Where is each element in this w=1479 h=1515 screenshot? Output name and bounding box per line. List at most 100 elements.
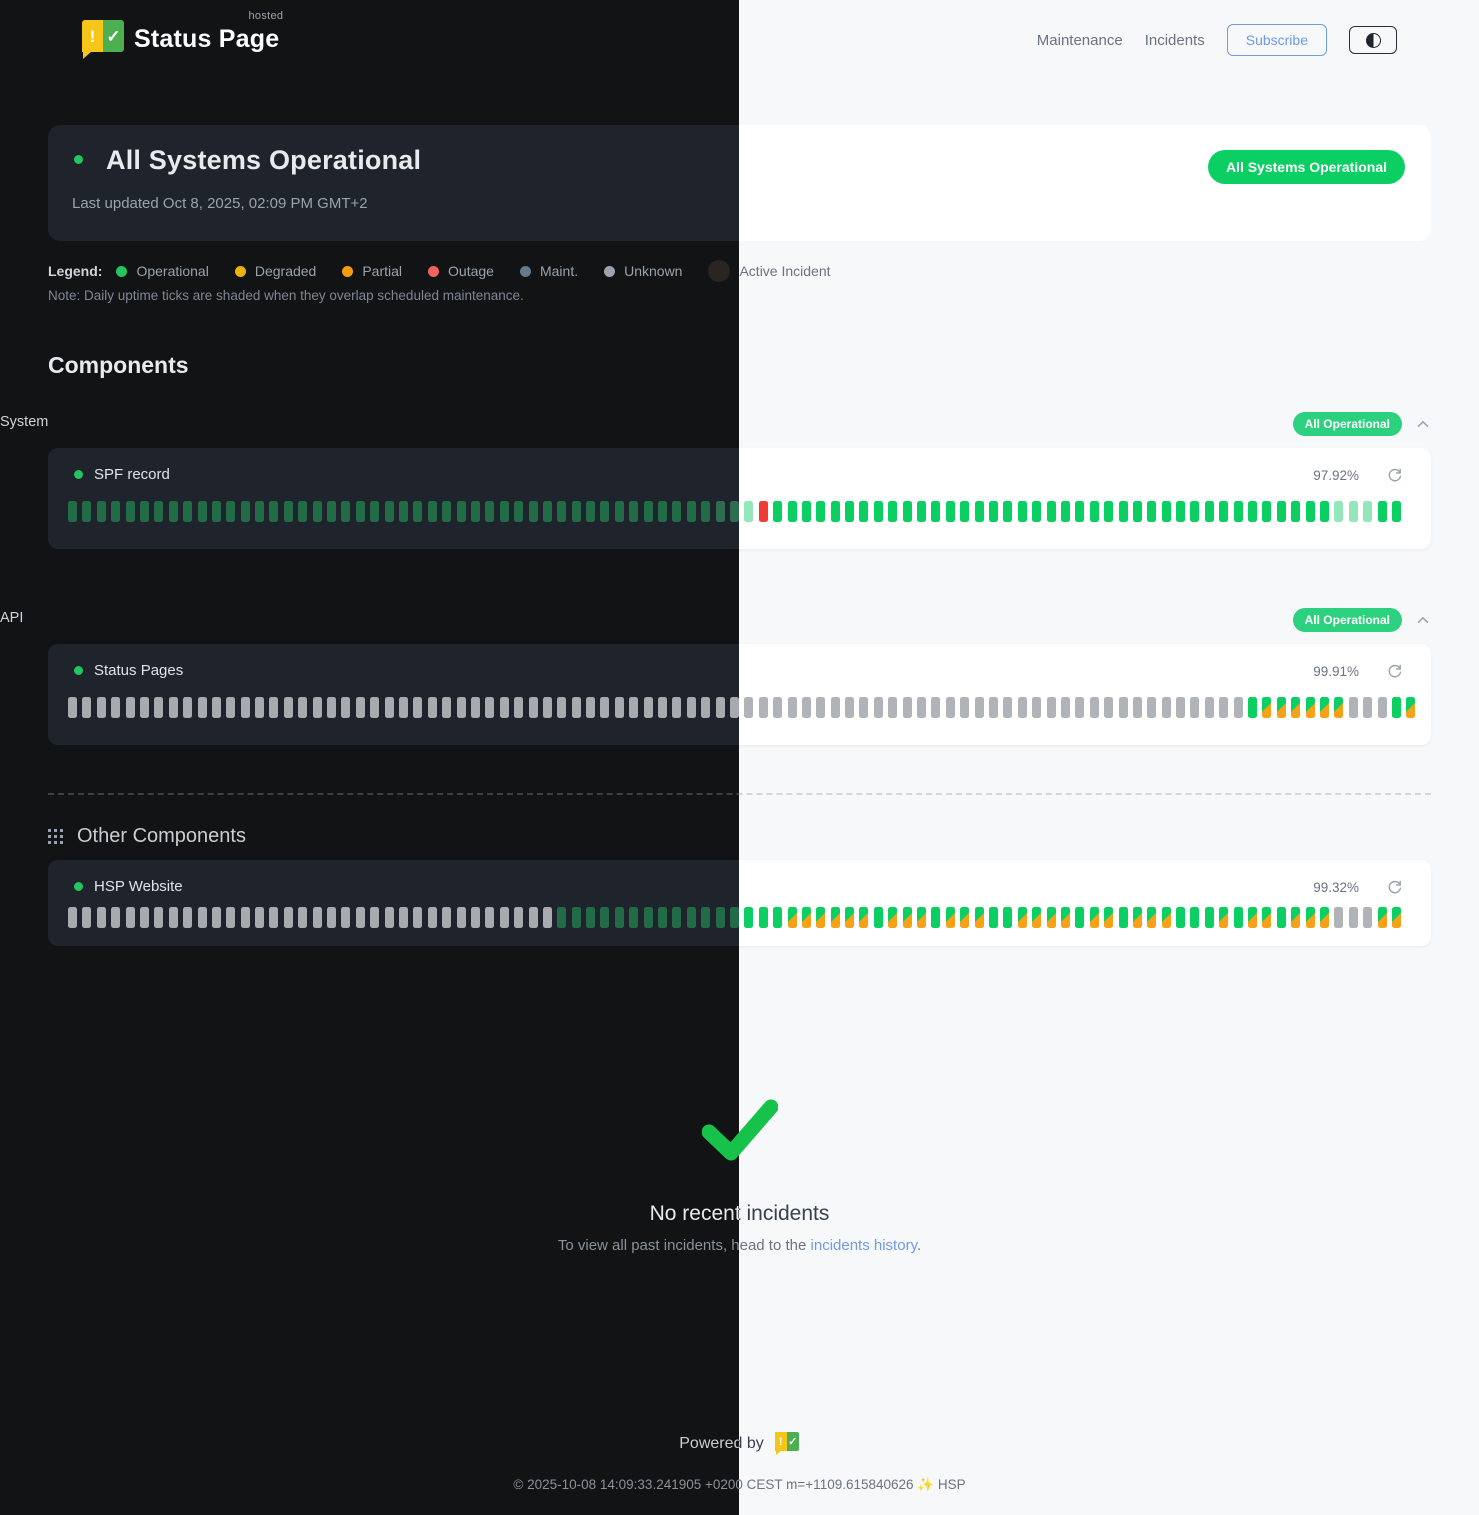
uptime-tick[interactable] [1017, 501, 1027, 522]
uptime-tick[interactable] [96, 907, 106, 928]
uptime-tick[interactable] [1334, 501, 1344, 522]
uptime-tick[interactable] [154, 501, 164, 522]
uptime-tick[interactable] [1132, 907, 1142, 928]
uptime-tick[interactable] [226, 501, 236, 522]
uptime-tick[interactable] [571, 501, 581, 522]
uptime-tick[interactable] [269, 907, 279, 928]
uptime-tick[interactable] [1233, 501, 1243, 522]
uptime-tick[interactable] [1176, 907, 1186, 928]
uptime-tick[interactable] [729, 697, 739, 718]
uptime-tick[interactable] [1276, 501, 1286, 522]
uptime-tick[interactable] [384, 501, 394, 522]
uptime-tick[interactable] [902, 501, 912, 522]
uptime-tick[interactable] [586, 501, 596, 522]
uptime-tick[interactable] [643, 697, 653, 718]
uptime-tick[interactable] [888, 697, 898, 718]
uptime-tick[interactable] [1291, 907, 1301, 928]
uptime-tick[interactable] [1190, 907, 1200, 928]
uptime-tick[interactable] [514, 501, 524, 522]
uptime-tick[interactable] [168, 907, 178, 928]
uptime-tick[interactable] [442, 501, 452, 522]
uptime-tick[interactable] [327, 697, 337, 718]
uptime-tick[interactable] [1118, 907, 1128, 928]
uptime-tick[interactable] [1348, 697, 1358, 718]
uptime-tick[interactable] [111, 907, 121, 928]
uptime-tick[interactable] [701, 697, 711, 718]
uptime-tick[interactable] [658, 907, 668, 928]
uptime-tick[interactable] [1334, 907, 1344, 928]
uptime-tick[interactable] [945, 697, 955, 718]
uptime-tick[interactable] [283, 907, 293, 928]
uptime-tick[interactable] [859, 501, 869, 522]
uptime-tick[interactable] [1104, 697, 1114, 718]
uptime-tick[interactable] [1132, 501, 1142, 522]
uptime-tick[interactable] [355, 907, 365, 928]
uptime-tick[interactable] [139, 697, 149, 718]
uptime-tick[interactable] [1003, 697, 1013, 718]
uptime-tick[interactable] [658, 501, 668, 522]
uptime-tick[interactable] [1291, 501, 1301, 522]
uptime-tick[interactable] [1147, 697, 1157, 718]
uptime-tick[interactable] [773, 697, 783, 718]
uptime-tick[interactable] [672, 907, 682, 928]
uptime-tick[interactable] [528, 697, 538, 718]
uptime-tick[interactable] [902, 907, 912, 928]
uptime-tick[interactable] [1233, 697, 1243, 718]
uptime-tick[interactable] [111, 697, 121, 718]
uptime-tick[interactable] [1219, 907, 1229, 928]
group-pill-api[interactable]: All Operational [1292, 608, 1402, 632]
uptime-tick[interactable] [614, 501, 624, 522]
uptime-tick[interactable] [1391, 697, 1401, 718]
uptime-tick[interactable] [1406, 697, 1416, 718]
uptime-tick[interactable] [197, 501, 207, 522]
uptime-tick[interactable] [845, 697, 855, 718]
uptime-tick[interactable] [672, 501, 682, 522]
uptime-tick[interactable] [485, 501, 495, 522]
uptime-tick[interactable] [586, 697, 596, 718]
uptime-tick[interactable] [816, 907, 826, 928]
uptime-tick[interactable] [384, 907, 394, 928]
uptime-tick[interactable] [917, 907, 927, 928]
uptime-tick[interactable] [658, 697, 668, 718]
uptime-tick[interactable] [1377, 501, 1387, 522]
uptime-tick[interactable] [758, 501, 768, 522]
chevron-up-icon-api[interactable] [1415, 612, 1431, 628]
refresh-icon-hsp-website[interactable] [1386, 878, 1403, 895]
uptime-tick[interactable] [787, 501, 797, 522]
uptime-tick[interactable] [1334, 697, 1344, 718]
uptime-tick[interactable] [744, 697, 754, 718]
uptime-tick[interactable] [1248, 501, 1258, 522]
uptime-tick[interactable] [1032, 501, 1042, 522]
uptime-tick[interactable] [1305, 501, 1315, 522]
uptime-tick[interactable] [758, 907, 768, 928]
uptime-tick[interactable] [1248, 697, 1258, 718]
uptime-tick[interactable] [298, 907, 308, 928]
uptime-tick[interactable] [931, 697, 941, 718]
uptime-tick[interactable] [557, 697, 567, 718]
uptime-tick[interactable] [1147, 907, 1157, 928]
uptime-tick[interactable] [456, 907, 466, 928]
uptime-tick[interactable] [672, 697, 682, 718]
uptime-tick[interactable] [1176, 501, 1186, 522]
uptime-tick[interactable] [1204, 907, 1214, 928]
uptime-tick[interactable] [183, 501, 193, 522]
uptime-tick[interactable] [1075, 697, 1085, 718]
uptime-tick[interactable] [485, 907, 495, 928]
uptime-tick[interactable] [370, 501, 380, 522]
uptime-tick[interactable] [744, 907, 754, 928]
uptime-tick[interactable] [1276, 697, 1286, 718]
uptime-tick[interactable] [298, 501, 308, 522]
uptime-tick[interactable] [989, 697, 998, 718]
uptime-tick[interactable] [442, 697, 452, 718]
uptime-tick[interactable] [787, 697, 797, 718]
uptime-tick[interactable] [1391, 501, 1401, 522]
uptime-tick[interactable] [873, 501, 883, 522]
uptime-tick[interactable] [1319, 697, 1329, 718]
uptime-tick[interactable] [1075, 501, 1085, 522]
uptime-tick[interactable] [801, 697, 811, 718]
uptime-tick[interactable] [1060, 907, 1070, 928]
uptime-tick[interactable] [514, 697, 524, 718]
uptime-tick[interactable] [470, 697, 480, 718]
subscribe-button[interactable]: Subscribe [1226, 24, 1327, 56]
uptime-tick[interactable] [413, 697, 423, 718]
